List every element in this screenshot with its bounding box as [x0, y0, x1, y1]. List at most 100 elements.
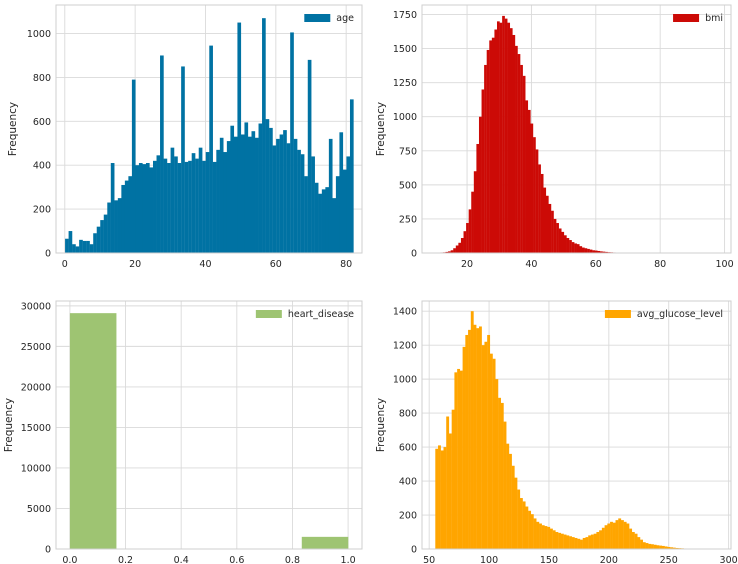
x-tick-label: 0.0	[62, 555, 77, 564]
histogram-bar	[219, 137, 224, 253]
histogram-bar	[349, 99, 354, 254]
y-tick-label: 0	[411, 545, 417, 556]
histogram-bar	[670, 547, 674, 549]
histogram-bar	[517, 489, 521, 549]
histogram-bar	[539, 523, 542, 549]
legend-label: age	[336, 13, 354, 24]
histogram-bar	[571, 242, 575, 253]
histogram-bar	[131, 79, 136, 253]
y-tick-label: 1200	[393, 341, 417, 352]
histogram-bar	[596, 532, 600, 549]
histogram-bar	[489, 353, 493, 549]
y-tick-label: 200	[399, 511, 417, 522]
histogram-bar	[626, 523, 630, 549]
histogram-bar	[555, 532, 559, 549]
histogram-bar	[569, 536, 572, 549]
y-tick-label: 1500	[393, 44, 417, 55]
histogram-bar	[540, 173, 544, 253]
histogram-bar	[519, 498, 523, 549]
histogram-bar	[648, 543, 652, 549]
histogram-bar	[247, 136, 252, 253]
legend: bmi	[673, 13, 723, 24]
histogram-bar	[604, 525, 608, 549]
histogram-bar	[592, 250, 595, 253]
histogram-bar	[637, 537, 641, 549]
legend-swatch	[604, 310, 631, 318]
histogram-bar	[487, 334, 491, 549]
histogram-bar	[675, 547, 679, 549]
histogram-bar	[498, 397, 501, 549]
histogram-bar	[117, 198, 122, 253]
histogram-bar	[188, 160, 192, 253]
histogram-bar	[307, 59, 312, 254]
y-axis-label: Frequency	[375, 102, 387, 156]
histogram-bar	[561, 231, 565, 253]
histogram-bar	[279, 134, 284, 253]
histogram-bar	[538, 164, 541, 253]
histogram-bar	[607, 523, 611, 549]
histogram-bar	[145, 163, 150, 253]
histogram-bar	[156, 155, 161, 253]
histogram-bar	[481, 89, 485, 253]
histogram-bar	[114, 200, 118, 253]
histogram-bar	[503, 421, 507, 549]
histogram-bar	[651, 544, 654, 549]
histogram-bar	[450, 250, 454, 253]
histogram-bar	[659, 545, 663, 549]
histogram-bar	[286, 143, 291, 253]
histogram-bar	[468, 209, 472, 253]
histogram-bar	[533, 137, 536, 253]
histogram-bar	[672, 547, 676, 549]
histogram-bar	[170, 147, 175, 253]
histogram-bar	[468, 329, 471, 549]
x-tick-label: 100	[480, 555, 498, 564]
legend-label: avg_glucose_level	[637, 309, 723, 320]
histogram-bar	[494, 29, 498, 254]
histogram-bar	[128, 176, 133, 253]
histogram-bar	[612, 522, 616, 549]
y-tick-label: 250	[399, 214, 417, 225]
histogram-bar	[552, 530, 556, 549]
histogram-bar	[265, 119, 270, 253]
histogram-bar	[72, 244, 76, 253]
y-tick-label: 0	[45, 249, 51, 260]
histogram-bar	[233, 136, 238, 253]
histogram-bar	[642, 542, 646, 549]
histogram-bar	[93, 233, 97, 253]
histogram-bar	[476, 328, 480, 549]
histogram-bar	[100, 220, 104, 253]
histogram-bar	[489, 40, 492, 253]
histogram-bar	[585, 537, 589, 549]
x-tick-label: 0.8	[285, 555, 300, 564]
histogram-bar	[620, 520, 624, 549]
histogram-bar	[314, 182, 319, 253]
histogram-bar	[103, 214, 108, 253]
histogram-bar	[297, 149, 301, 253]
histogram-bar	[576, 244, 580, 253]
y-tick-label: 750	[399, 146, 417, 157]
histogram-bar	[582, 537, 586, 549]
histogram-bar	[255, 137, 259, 253]
histogram-bar	[486, 49, 490, 253]
histogram-bar	[86, 240, 90, 253]
histogram-bar	[545, 195, 549, 253]
histogram-bar	[473, 324, 477, 549]
histogram-bar	[610, 521, 613, 549]
histogram-bar	[605, 251, 608, 253]
y-tick-label: 1750	[393, 10, 417, 21]
histogram-bar	[520, 64, 523, 253]
histogram-bar	[563, 534, 567, 549]
y-tick-label: 0	[45, 545, 51, 556]
histogram-bar	[563, 235, 567, 253]
histogram-bar	[318, 193, 322, 253]
histogram-bar	[135, 165, 140, 253]
axes-frame	[421, 300, 732, 550]
histogram-bar	[500, 402, 504, 549]
x-tick-label: 60	[590, 259, 602, 270]
histogram-bar	[522, 75, 526, 253]
histogram-bar	[560, 533, 564, 549]
histogram-bar	[445, 251, 449, 253]
histogram-bar	[574, 243, 577, 253]
histogram-bar	[522, 501, 526, 549]
histogram-bar	[68, 231, 73, 253]
